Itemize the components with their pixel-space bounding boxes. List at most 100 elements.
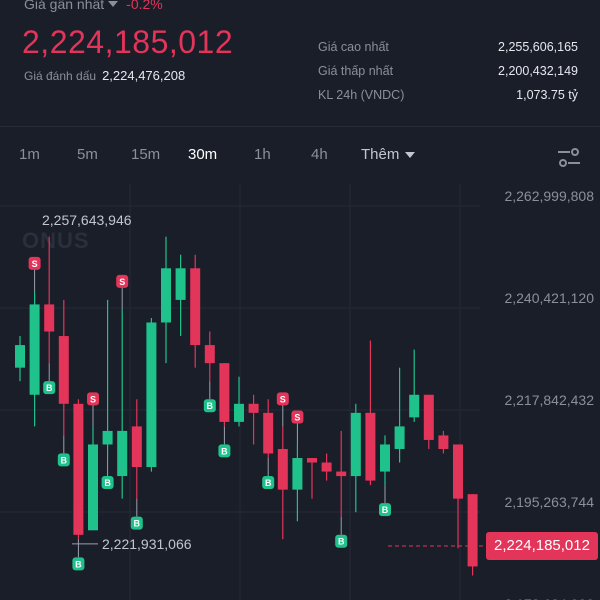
candle-body (409, 394, 420, 418)
candle-body (15, 345, 25, 368)
candle-body (73, 403, 84, 535)
tab-4h[interactable]: 4h (311, 146, 328, 163)
more-timeframes-button[interactable]: Thêm (361, 146, 416, 163)
signal-letter: B (207, 401, 214, 411)
buy-signal-marker (101, 476, 114, 490)
market-header: Giá gần nhất -0.2% 2,224,185,012 Giá đánh… (0, 0, 600, 126)
stat-value: 1,073.75 tỷ (516, 88, 578, 102)
dropdown-arrow-icon (108, 1, 119, 8)
candle-body (263, 412, 274, 454)
signal-letter: S (294, 412, 300, 422)
candle-body (365, 412, 376, 481)
candle-body (175, 268, 186, 300)
y-axis-tick-label: 2,172,684,000 (504, 596, 594, 600)
signal-letter: S (280, 394, 286, 404)
buy-signal-marker (43, 381, 56, 395)
candle-body (307, 458, 317, 463)
candle-body (234, 403, 244, 422)
candle-body (204, 345, 215, 364)
candle-body (102, 430, 113, 445)
signal-letter: S (32, 259, 38, 269)
tab-5m[interactable]: 5m (77, 146, 98, 163)
y-axis-tick-label: 2,240,421,120 (504, 290, 594, 306)
y-axis-tick-label: 2,217,842,432 (504, 392, 594, 408)
signal-letter: B (104, 478, 111, 488)
stat-label: Giá cao nhất (318, 40, 389, 54)
signal-letter: B (338, 537, 345, 547)
buy-signal-marker (262, 476, 275, 490)
low-price-annotation: 2,221,931,066 (102, 536, 192, 552)
buy-signal-marker (379, 503, 391, 517)
candle-body (131, 426, 142, 468)
candle-body (277, 448, 288, 490)
candle-body (336, 471, 347, 477)
mark-price-value: 2,224,476,208 (102, 68, 186, 83)
sell-signal-marker (291, 410, 304, 424)
signal-letter: B (221, 446, 228, 456)
candle-body (219, 363, 230, 422)
stat-volume: KL 24h (VNDC) 1,073.75 tỷ (318, 88, 578, 112)
mark-price-label: Giá đánh dấu (24, 69, 97, 83)
divider (0, 126, 600, 127)
candle-body (44, 304, 55, 332)
last-price-label: Giá gần nhất (24, 0, 105, 12)
stat-label: Giá thấp nhất (318, 64, 394, 78)
candlestick-chart[interactable]: 2,262,999,808 2,240,421,120 2,217,842,432 2… (0, 184, 600, 600)
candle-body (292, 458, 303, 490)
y-axis-tick-label: 2,195,263,744 (504, 494, 594, 510)
tab-30m[interactable]: 30m (188, 146, 218, 163)
stat-high: Giá cao nhất 2,255,606,165 (318, 40, 578, 64)
stat-value: 2,255,606,165 (498, 40, 578, 54)
candle-body (438, 435, 449, 449)
candle-body (350, 412, 361, 477)
signal-letter: S (119, 277, 125, 287)
mark-price-row: Giá đánh dấu 2,224,476,208 (24, 68, 185, 83)
buy-signal-marker (218, 444, 231, 458)
buy-signal-marker (203, 399, 216, 413)
tab-1m[interactable]: 1m (19, 146, 40, 163)
candle-body (88, 444, 98, 531)
signal-letter: B (382, 505, 389, 515)
high-price-annotation: 2,257,643,946 (42, 212, 132, 228)
buy-signal-marker (57, 453, 70, 467)
last-price-selector[interactable]: Giá gần nhất -0.2% (24, 0, 163, 12)
sell-signal-marker (87, 392, 99, 406)
candle-body (248, 403, 259, 413)
sell-signal-marker (116, 274, 129, 288)
stat-value: 2,200,432,149 (498, 64, 578, 78)
candle-body (146, 322, 157, 468)
candle-body (161, 268, 171, 323)
candle-body (380, 444, 390, 472)
candle-body (394, 426, 405, 449)
signal-letter: S (90, 394, 96, 404)
tab-1h[interactable]: 1h (254, 146, 271, 163)
stat-label: KL 24h (VNDC) (318, 88, 405, 102)
stat-low: Giá thấp nhất 2,200,432,149 (318, 64, 578, 88)
sell-signal-marker (276, 392, 289, 406)
price-change: -0.2% (126, 0, 163, 12)
buy-signal-marker (72, 557, 85, 571)
candle-body (321, 462, 332, 472)
candle-body (117, 430, 128, 477)
signal-letter: B (265, 478, 272, 488)
signal-letter: B (46, 383, 53, 393)
buy-signal-marker (335, 534, 348, 548)
candle-body (453, 444, 463, 499)
candle-body (423, 394, 434, 440)
signal-letter: B (75, 559, 82, 569)
settings-sliders-icon[interactable] (556, 147, 582, 169)
y-axis-tick-label: 2,262,999,808 (504, 188, 594, 204)
buy-signal-marker (130, 516, 143, 530)
candle-body (29, 304, 40, 395)
candle-body (58, 336, 69, 404)
signal-letter: B (61, 455, 68, 465)
timeframe-bar: 1m 5m 15m 30m 1h 4h Thêm (0, 127, 600, 184)
candle-body (467, 494, 478, 567)
tab-15m[interactable]: 15m (131, 146, 161, 163)
last-price-marker: 2,224,185,012 (486, 532, 598, 560)
last-price: 2,224,185,012 (22, 24, 234, 60)
sell-signal-marker (28, 256, 41, 270)
candle-body (190, 268, 201, 346)
signal-letter: B (134, 519, 141, 529)
chevron-down-icon (405, 152, 416, 159)
